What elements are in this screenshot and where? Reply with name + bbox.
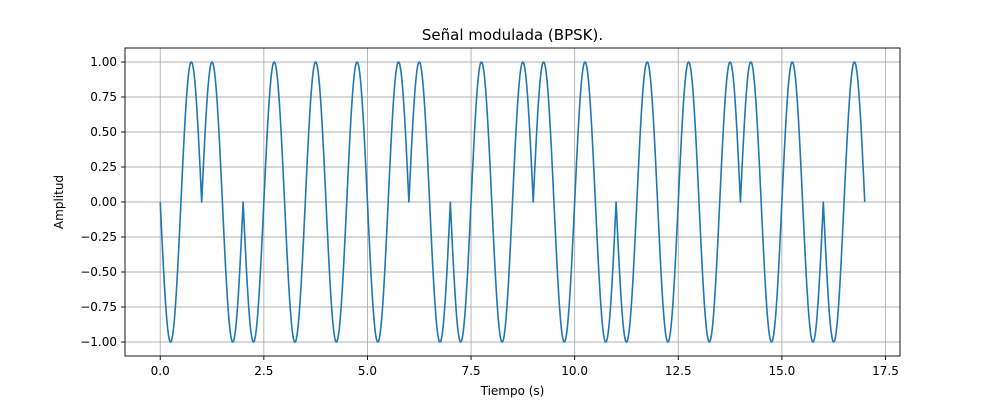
y-ticks: −1.00 −0.75 −0.50 −0.25 0.00 0.25 0.50 0.75 1.00: [80, 55, 125, 349]
y-tick-label: 0.25: [90, 160, 117, 174]
series-layer: [159, 61, 866, 343]
x-tick-label: 10.0: [561, 364, 588, 378]
x-tick-label: 12.5: [665, 364, 692, 378]
y-tick-label: 0.75: [90, 90, 117, 104]
x-ticks: 0.0 2.5 5.0 7.5 10.0 12.5 15.0 17.5: [151, 356, 899, 378]
y-tick-label: 1.00: [90, 55, 117, 69]
y-tick-label: 0.50: [90, 125, 117, 139]
y-tick-label: −0.25: [80, 230, 117, 244]
x-tick-label: 7.5: [462, 364, 481, 378]
y-tick-label: −1.00: [80, 335, 117, 349]
x-tick-label: 15.0: [769, 364, 796, 378]
x-tick-label: 0.0: [151, 364, 170, 378]
chart-title: Señal modulada (BPSK).: [422, 26, 603, 44]
y-tick-label: −0.75: [80, 300, 117, 314]
x-tick-label: 17.5: [872, 364, 899, 378]
y-tick-label: −0.50: [80, 265, 117, 279]
y-axis-label: Amplitud: [52, 175, 66, 229]
x-tick-label: 5.0: [358, 364, 377, 378]
bpsk-signal-line: [159, 61, 866, 343]
y-tick-label: 0.00: [90, 195, 117, 209]
x-axis-label: Tiempo (s): [480, 384, 545, 398]
x-tick-label: 2.5: [254, 364, 273, 378]
